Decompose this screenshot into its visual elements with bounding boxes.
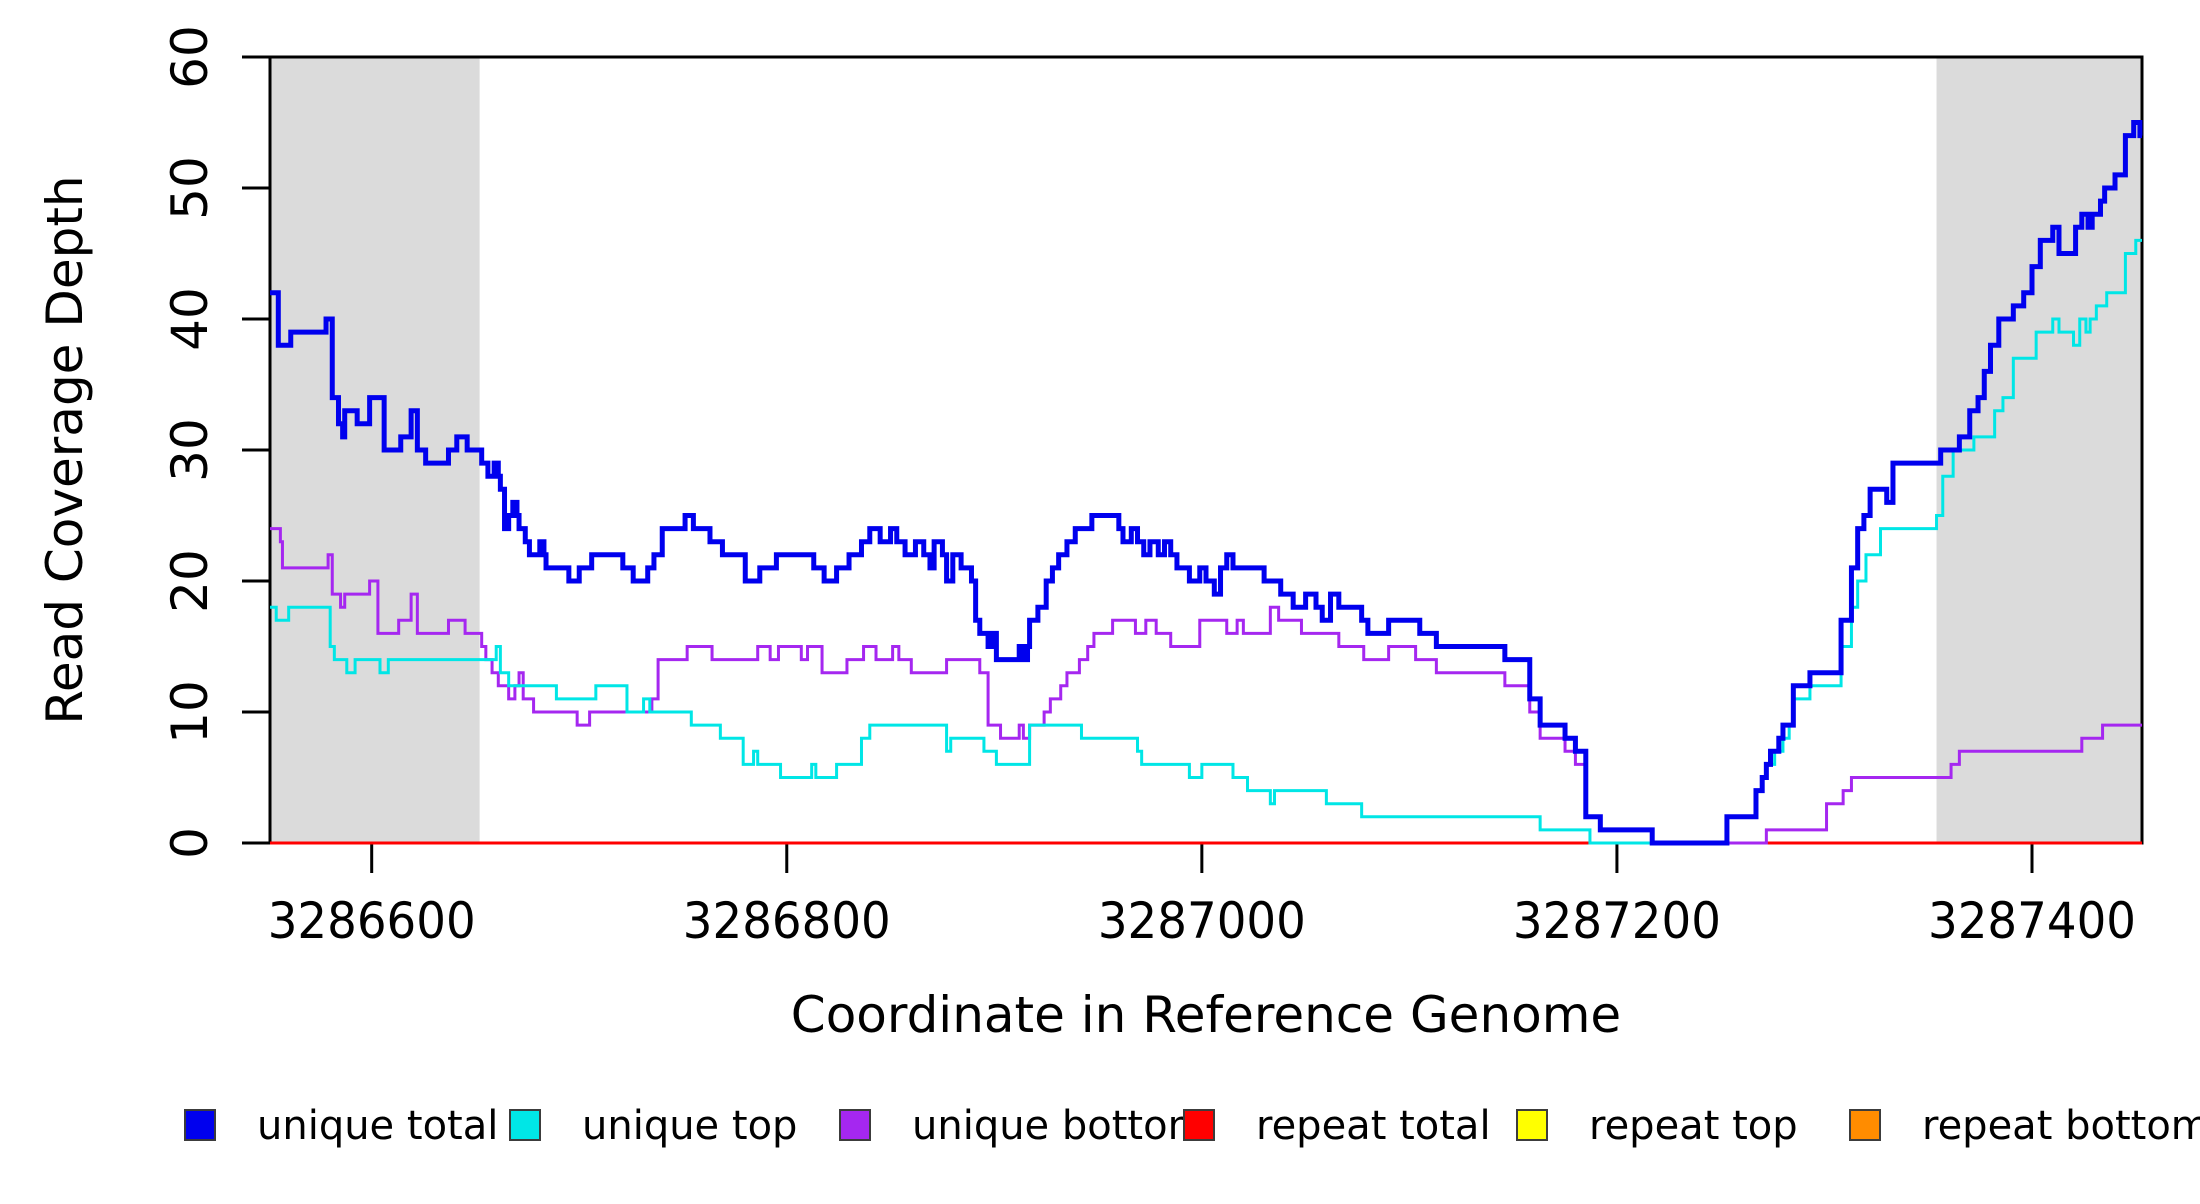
y-tick-label: 20	[161, 549, 219, 613]
legend-label-repeat-total: repeat total	[1256, 1103, 1491, 1149]
legend-label-unique-bottom: unique bottom	[912, 1103, 1207, 1149]
y-tick-label: 30	[161, 418, 219, 482]
shaded-regions	[270, 57, 2142, 843]
y-tick-label: 10	[161, 680, 219, 744]
legend-swatch-repeat-bottom	[1849, 1109, 1881, 1141]
series-line-unique-top	[270, 238, 2142, 845]
legend-label-unique-total: unique total	[257, 1103, 498, 1149]
x-axis-ticks: 3286600 3286800 3287000 3287200 3287400	[268, 843, 2136, 950]
legend-swatch-repeat-top	[1516, 1109, 1548, 1141]
series-line-unique-total	[270, 120, 2143, 846]
series-lines	[270, 120, 2143, 846]
series-line-unique-bottom	[270, 527, 2142, 845]
y-tick-label: 60	[161, 25, 219, 89]
legend-item-unique-total: unique total	[184, 1103, 498, 1149]
x-tick-label: 3287400	[1928, 892, 2136, 950]
x-tick-label: 3287200	[1513, 892, 1721, 950]
y-tick-label: 40	[161, 287, 219, 351]
plot-border-box	[268, 55, 2144, 845]
legend-swatch-unique-top	[509, 1109, 541, 1141]
legend-item-repeat-bottom: repeat bottom	[1849, 1103, 2200, 1149]
x-tick-label: 3287000	[1098, 892, 1306, 950]
legend-item-unique-top: unique top	[509, 1103, 797, 1149]
legend-item-unique-bottom: unique bottom	[839, 1103, 1207, 1149]
y-axis-title: Read Coverage Depth	[36, 175, 94, 724]
legend-label-repeat-top: repeat top	[1589, 1103, 1798, 1149]
x-axis-title: Coordinate in Reference Genome	[791, 986, 1621, 1044]
legend-swatch-unique-bottom	[839, 1109, 871, 1141]
legend-label-unique-top: unique top	[582, 1103, 797, 1149]
legend-swatch-repeat-total	[1183, 1109, 1215, 1141]
legend: unique total unique top unique bottom repea…	[184, 1103, 2200, 1149]
x-tick-label: 3286600	[268, 892, 476, 950]
y-axis-ticks: 0 10 20 30 40 50 60	[161, 25, 270, 859]
shaded-region	[270, 57, 480, 843]
legend-item-repeat-total: repeat total	[1183, 1103, 1491, 1149]
y-tick-label: 50	[161, 156, 219, 220]
y-tick-label: 0	[161, 827, 219, 859]
legend-swatch-unique-total	[184, 1109, 216, 1141]
legend-label-repeat-bottom: repeat bottom	[1922, 1103, 2200, 1149]
legend-item-repeat-top: repeat top	[1516, 1103, 1798, 1149]
x-tick-label: 3286800	[683, 892, 891, 950]
